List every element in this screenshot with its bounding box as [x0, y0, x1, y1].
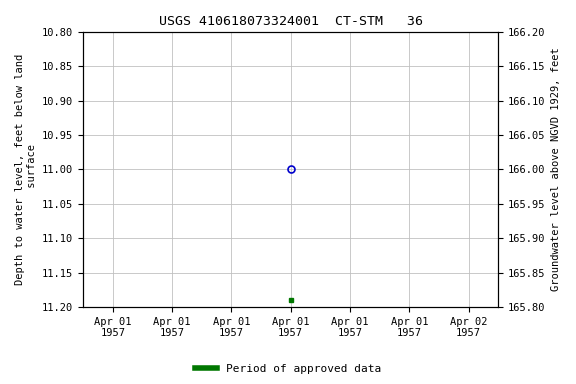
Legend: Period of approved data: Period of approved data [191, 359, 385, 379]
Title: USGS 410618073324001  CT-STM   36: USGS 410618073324001 CT-STM 36 [158, 15, 423, 28]
Y-axis label: Groundwater level above NGVD 1929, feet: Groundwater level above NGVD 1929, feet [551, 48, 561, 291]
Y-axis label: Depth to water level, feet below land
 surface: Depth to water level, feet below land su… [15, 54, 37, 285]
